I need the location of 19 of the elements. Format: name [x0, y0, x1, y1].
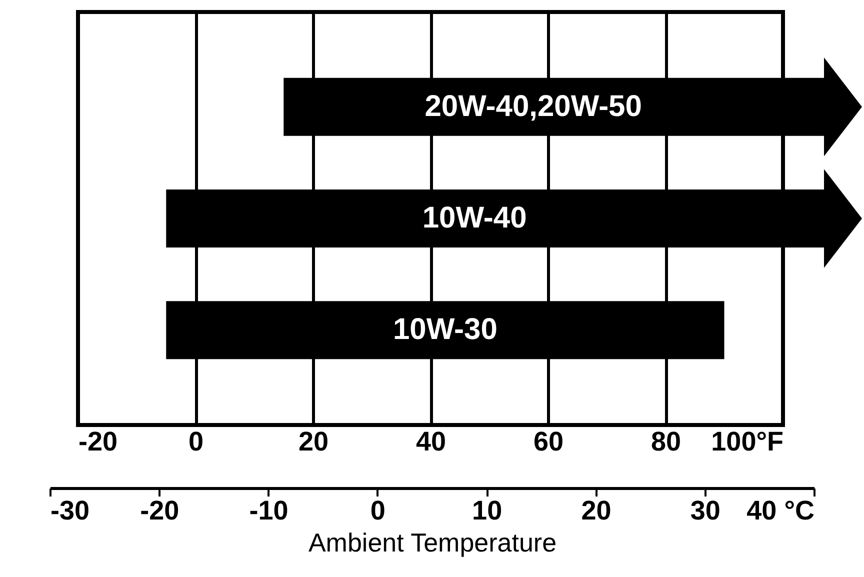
y-tick-label: 10W-30 — [392, 313, 498, 346]
x-tick-label: 60 — [533, 426, 564, 456]
x2-tick-label: 10 — [472, 496, 502, 526]
x-axis-title: Ambient Temperature — [308, 528, 557, 558]
x-tick-label: 100°F — [711, 426, 784, 456]
x-tick-label: 80 — [650, 426, 682, 456]
x2-tick-label: 40 °C — [746, 496, 814, 526]
y-tick-label: 20W-40,20W-50 — [424, 90, 642, 123]
x2-tick-label: 20 — [581, 496, 612, 526]
y-tick-label: 10W-40 — [422, 202, 527, 234]
x-tick-label: 0 — [188, 426, 204, 456]
x-tick-label: -20 — [78, 426, 118, 456]
x-tick-label: 40 — [416, 426, 446, 456]
x-tick-label: 20 — [298, 426, 329, 456]
x2-tick-label: 30 — [690, 496, 720, 526]
x2-tick-label: -30 — [50, 496, 90, 526]
x2-tick-label: 0 — [370, 496, 386, 526]
x2-tick-label: -20 — [140, 496, 180, 526]
x2-tick-label: -10 — [249, 496, 288, 526]
